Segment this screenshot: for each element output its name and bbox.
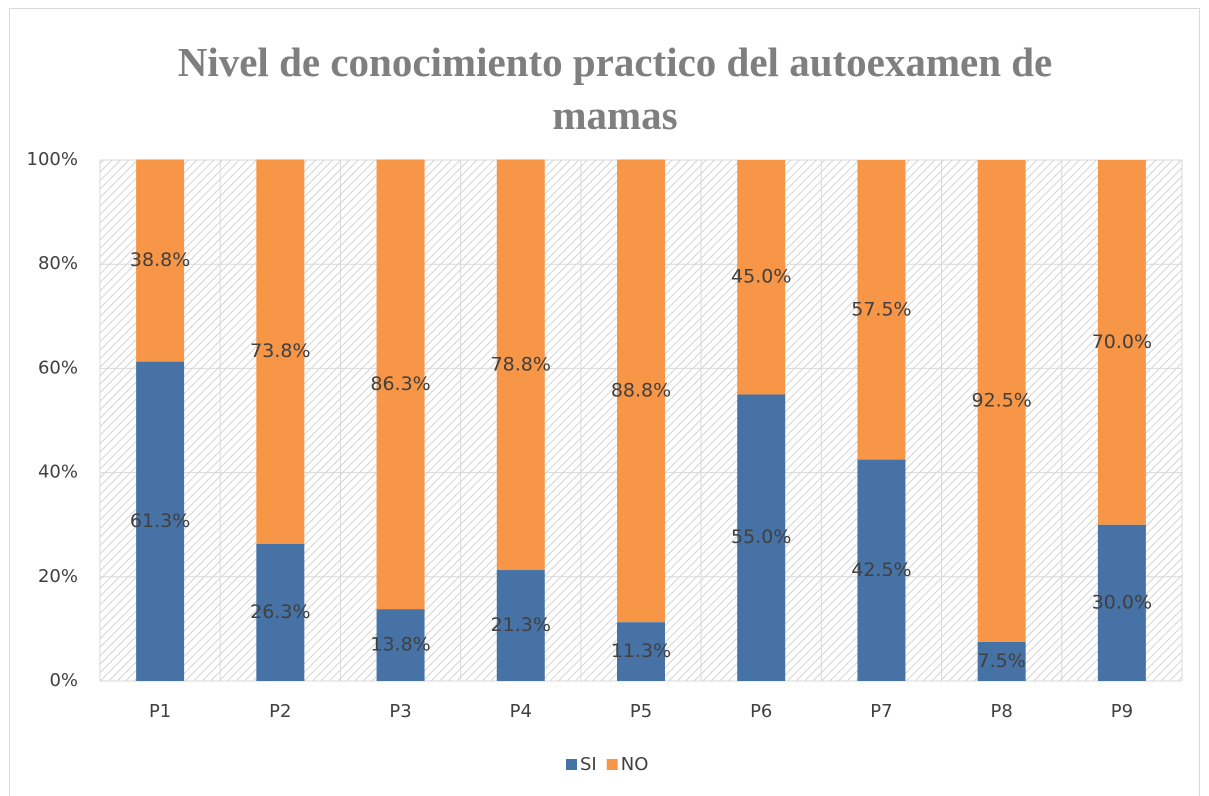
y-tick-label: 80% [38, 253, 78, 274]
data-label: 86.3% [370, 373, 430, 395]
x-tick-label: P4 [510, 701, 532, 722]
chart-title: Nivel de conocimiento practico del autoe… [177, 39, 1053, 138]
x-tick-label: P5 [630, 701, 652, 722]
bar-segment [1097, 524, 1146, 681]
data-label: 11.3% [611, 640, 671, 662]
data-label: 57.5% [851, 298, 911, 320]
y-tick-label: 60% [38, 357, 78, 378]
data-label: 78.8% [491, 353, 551, 375]
x-tick-label: P8 [991, 701, 1013, 722]
bar-segment [1097, 160, 1146, 525]
bar-segment [136, 159, 185, 362]
data-label: 88.8% [611, 379, 671, 401]
bar-segment [617, 159, 665, 623]
y-tick-label: 0% [49, 670, 78, 691]
x-tick-label: P7 [870, 701, 892, 722]
data-label: 42.5% [851, 559, 911, 581]
data-label: 55.0% [731, 526, 791, 548]
data-label: 70.0% [1092, 331, 1152, 353]
bar-segment [977, 641, 1026, 681]
x-tick-label: P3 [389, 701, 411, 722]
bar-segment [496, 570, 545, 681]
bar-segment [376, 159, 425, 610]
data-label: 13.8% [370, 634, 430, 656]
legend-swatch [566, 759, 577, 770]
bar-segment [496, 159, 545, 571]
legend-swatch [606, 759, 618, 770]
y-tick-label: 100% [27, 149, 78, 170]
bar-segment [617, 622, 665, 681]
chart-border [9, 8, 1200, 796]
legend-label: NO [621, 754, 649, 775]
data-label: 7.5% [978, 650, 1026, 672]
data-label: 73.8% [250, 340, 310, 362]
bar-segment [256, 159, 305, 544]
bar-segment [376, 609, 425, 681]
data-label: 38.8% [130, 249, 190, 271]
data-label: 26.3% [250, 601, 310, 623]
bar-segment [256, 543, 305, 681]
bar-segment [737, 160, 786, 395]
data-label: 61.3% [130, 510, 190, 532]
bar-segment [977, 160, 1026, 642]
x-tick-label: P9 [1111, 701, 1133, 722]
x-tick-label: P1 [149, 701, 171, 722]
bar-segment [857, 459, 906, 681]
x-tick-label: P2 [269, 701, 291, 722]
data-label: 21.3% [491, 614, 551, 636]
data-label: 92.5% [971, 389, 1031, 411]
data-label: 45.0% [731, 266, 791, 288]
legend-label: SI [580, 754, 597, 775]
bar-segment [737, 394, 786, 681]
y-tick-label: 40% [38, 462, 78, 483]
x-tick-label: P6 [750, 701, 772, 722]
bar-segment [857, 160, 906, 460]
data-label: 30.0% [1092, 591, 1152, 613]
bar-segment [136, 361, 185, 681]
y-tick-label: 20% [38, 566, 78, 587]
